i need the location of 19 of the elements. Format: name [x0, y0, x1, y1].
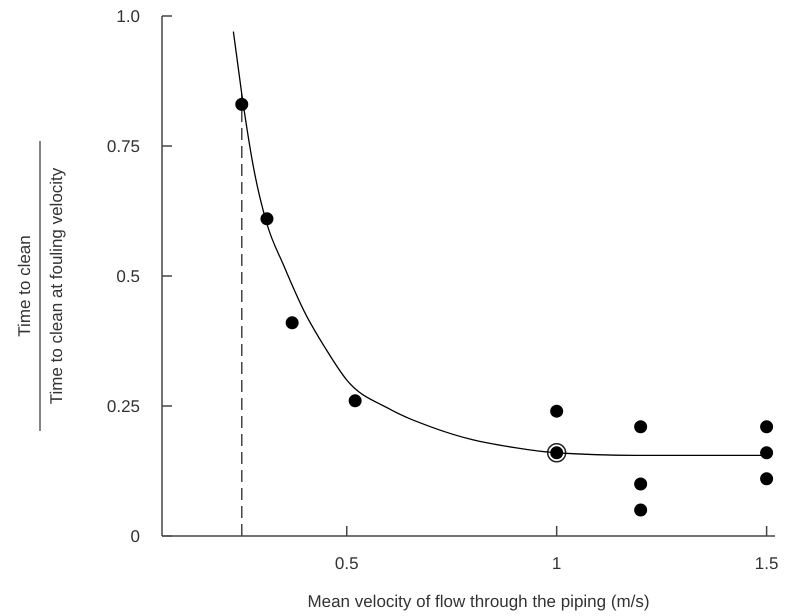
x-tick-label: 1.5: [754, 554, 778, 573]
x-axis-title: Mean velocity of flow through the piping (m/s): [307, 592, 650, 611]
x-tick-label: 0.5: [334, 554, 359, 573]
point: [550, 404, 564, 418]
point: [634, 504, 648, 516]
y-tick-label: 0.75: [106, 137, 140, 156]
y-tick-label: 0: [130, 527, 140, 546]
y-tick-label: 1.0: [116, 7, 140, 26]
point: [634, 420, 648, 434]
y-tick-label: 0.5: [116, 267, 140, 286]
x-tick-label: 1: [552, 554, 562, 573]
point: [760, 472, 774, 486]
point: [286, 316, 299, 330]
point: [760, 420, 774, 434]
point: [634, 478, 648, 490]
point: [348, 394, 362, 408]
y-tick-label: 0.25: [106, 397, 140, 416]
point: [760, 446, 774, 460]
y-axis-title: Time to clean Time to clean at fouling velocity: [15, 167, 66, 404]
